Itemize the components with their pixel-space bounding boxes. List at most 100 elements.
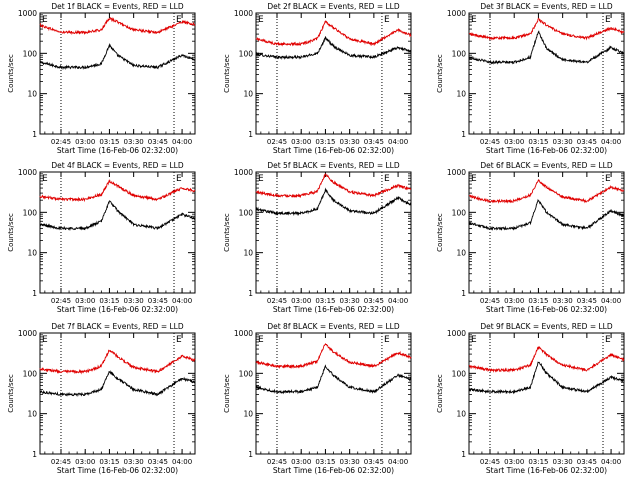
start-marker: E <box>42 174 48 184</box>
lld-series-line <box>255 342 412 370</box>
y-tick-label: 1000 <box>18 9 37 18</box>
x-axis-label: Start Time (16-Feb-06 02:32:00) <box>273 466 394 475</box>
x-tick-label: 02:45 <box>267 458 287 466</box>
x-tick-label: 03:30 <box>124 458 144 466</box>
end-marker: E <box>605 335 611 345</box>
lld-series-line <box>468 178 625 204</box>
x-tick-label: 03:30 <box>124 297 144 305</box>
start-marker: E <box>42 15 48 25</box>
x-tick-label: 03:15 <box>528 297 548 305</box>
events-series-line <box>255 187 412 217</box>
events-series-line <box>39 42 196 71</box>
y-tick-label: 1000 <box>234 329 253 338</box>
y-tick-label: 1 <box>461 130 466 139</box>
x-tick-label: 03:45 <box>364 458 384 466</box>
y-tick-label: 1000 <box>234 9 253 18</box>
lld-series-line <box>468 345 625 373</box>
lld-series-line <box>39 17 196 36</box>
y-tick-label: 1 <box>461 450 466 459</box>
y-tick-label: 100 <box>452 369 467 378</box>
y-tick-label: 10 <box>27 249 37 258</box>
x-tick-label: 03:30 <box>553 297 573 305</box>
x-tick-label: 03:30 <box>553 458 573 466</box>
lld-series-line <box>39 349 196 375</box>
detector-panel: Det 2f BLACK = Events, RED = LLD 1 10 100 10… <box>223 2 412 155</box>
start-marker: E <box>258 335 264 345</box>
x-axis-label: Start Time (16-Feb-06 02:32:00) <box>486 146 607 155</box>
end-marker: E <box>176 15 182 25</box>
x-tick-label: 03:15 <box>528 458 548 466</box>
x-tick-label: 03:15 <box>99 138 119 146</box>
x-tick-label: 03:15 <box>528 138 548 146</box>
x-tick-label: 03:30 <box>340 297 360 305</box>
x-tick-label: 04:00 <box>388 458 408 466</box>
y-axis-label: Counts/sec <box>7 213 15 252</box>
x-tick-label: 03:45 <box>148 138 168 146</box>
y-axis-label: Counts/sec <box>223 213 231 252</box>
x-tick-label: 04:00 <box>601 138 621 146</box>
x-tick-label: 02:45 <box>267 297 287 305</box>
x-tick-label: 03:15 <box>99 458 119 466</box>
lld-series-line <box>255 19 412 47</box>
x-tick-label: 04:00 <box>172 458 192 466</box>
y-tick-label: 1 <box>32 289 37 298</box>
y-axis-label: Counts/sec <box>436 374 444 413</box>
detector-panel: Det 3f BLACK = Events, RED = LLD 1 10 100 10… <box>436 2 625 155</box>
y-tick-label: 1 <box>32 130 37 139</box>
y-axis-label: Counts/sec <box>223 54 231 93</box>
end-marker: E <box>176 335 182 345</box>
x-tick-label: 03:00 <box>75 458 95 466</box>
x-tick-label: 03:15 <box>99 297 119 305</box>
detector-panel: Det 4f BLACK = Events, RED = LLD 1 10 100 10… <box>7 161 196 314</box>
events-series-line <box>39 370 196 397</box>
x-tick-label: 03:15 <box>315 138 335 146</box>
x-tick-label: 04:00 <box>601 297 621 305</box>
plot-frame <box>39 332 196 455</box>
plot-frame <box>255 12 412 135</box>
y-tick-label: 10 <box>243 90 253 99</box>
plot-frame <box>39 171 196 294</box>
plot-frame <box>468 171 625 294</box>
y-tick-label: 1000 <box>18 168 37 177</box>
end-marker: E <box>384 174 390 184</box>
x-tick-label: 02:45 <box>480 297 500 305</box>
start-marker: E <box>471 335 477 345</box>
x-tick-label: 03:00 <box>504 138 524 146</box>
x-axis-label: Start Time (16-Feb-06 02:32:00) <box>273 305 394 314</box>
y-tick-label: 10 <box>456 410 466 419</box>
end-marker: E <box>384 335 390 345</box>
detector-panel: Det 6f BLACK = Events, RED = LLD 1 10 100 10… <box>436 161 625 314</box>
lld-series-line <box>39 178 196 203</box>
y-axis-label: Counts/sec <box>436 213 444 252</box>
x-axis-label: Start Time (16-Feb-06 02:32:00) <box>57 305 178 314</box>
x-tick-label: 03:45 <box>577 458 597 466</box>
y-tick-label: 1000 <box>447 329 466 338</box>
events-series-line <box>468 361 625 395</box>
panel-title: Det 4f BLACK = Events, RED = LLD <box>51 161 184 170</box>
x-axis-label: Start Time (16-Feb-06 02:32:00) <box>57 466 178 475</box>
lld-series-line <box>255 173 412 199</box>
plot-frame <box>468 332 625 455</box>
events-series-line <box>255 35 412 61</box>
x-tick-label: 02:45 <box>267 138 287 146</box>
x-tick-label: 03:00 <box>75 138 95 146</box>
x-tick-label: 03:30 <box>340 138 360 146</box>
x-tick-label: 03:45 <box>577 138 597 146</box>
plot-frame <box>255 332 412 455</box>
y-tick-label: 10 <box>27 410 37 419</box>
y-tick-label: 10 <box>243 410 253 419</box>
detector-panel: Det 1f BLACK = Events, RED = LLD 1 10 100 10… <box>7 2 196 155</box>
detector-panel: Det 9f BLACK = Events, RED = LLD 1 10 100 10… <box>436 322 625 475</box>
end-marker: E <box>605 15 611 25</box>
y-tick-label: 100 <box>239 208 254 217</box>
x-tick-label: 04:00 <box>388 297 408 305</box>
x-tick-label: 03:00 <box>291 458 311 466</box>
x-tick-label: 03:45 <box>577 297 597 305</box>
start-marker: E <box>471 174 477 184</box>
y-tick-label: 100 <box>452 208 467 217</box>
detector-panel: Det 5f BLACK = Events, RED = LLD 1 10 100 10… <box>223 161 412 314</box>
panel-title: Det 1f BLACK = Events, RED = LLD <box>51 2 184 11</box>
y-tick-label: 1 <box>248 450 253 459</box>
panel-title: Det 8f BLACK = Events, RED = LLD <box>267 322 400 331</box>
x-tick-label: 03:00 <box>75 297 95 305</box>
